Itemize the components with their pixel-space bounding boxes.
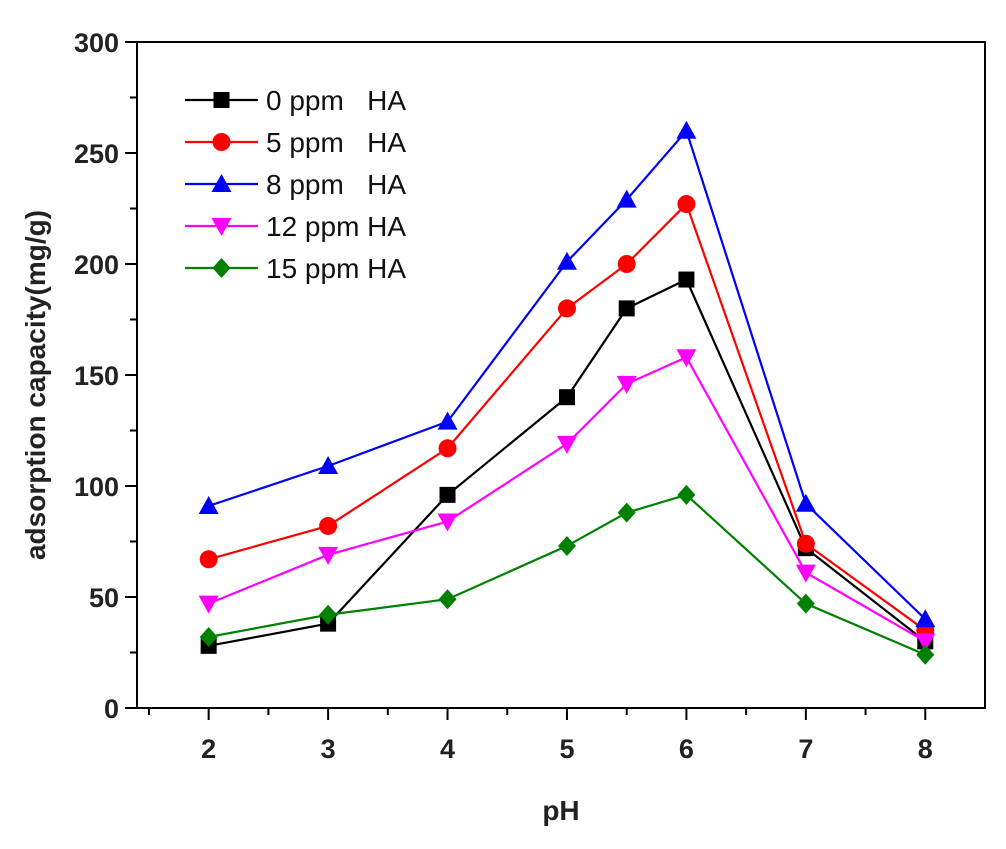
x-tick-label: 5	[559, 734, 574, 764]
data-point	[618, 300, 635, 317]
series-4	[199, 484, 935, 665]
legend: 0 ppm HA 5 ppm HA 8 ppm HA 12 ppm HA 15 ppm …	[185, 85, 406, 284]
legend-label: 5 ppm HA	[266, 127, 406, 158]
data-point	[617, 255, 636, 273]
legend-marker	[212, 133, 231, 151]
legend-item: 15 ppm HA	[185, 253, 406, 284]
data-point	[198, 495, 219, 514]
data-point	[199, 550, 218, 569]
data-point	[318, 456, 339, 475]
legend-label: 0 ppm HA	[266, 85, 406, 116]
data-point	[677, 195, 696, 214]
y-tick-label: 150	[74, 361, 119, 391]
y-tick-label: 250	[74, 139, 119, 169]
data-point	[795, 564, 816, 583]
data-point	[795, 493, 816, 512]
axes: 0 50 100 150 200 250 300 2 3 4 5 6 7 8	[74, 28, 986, 764]
series-0	[200, 271, 934, 654]
series-line	[208, 278, 926, 647]
data-point	[438, 439, 457, 458]
data-point	[437, 411, 458, 430]
data-point	[557, 535, 576, 556]
legend-label: 15 ppm HA	[266, 253, 406, 284]
data-point	[916, 644, 935, 665]
data-point	[199, 626, 218, 647]
y-tick-label: 300	[74, 28, 119, 58]
legend-item: 0 ppm HA	[185, 85, 406, 116]
series-line	[208, 128, 927, 620]
data-point	[198, 595, 219, 614]
data-point	[319, 516, 338, 535]
legend-label: 8 ppm HA	[266, 169, 406, 200]
series-line	[208, 493, 926, 656]
data-point	[556, 251, 577, 270]
x-tick-label: 4	[440, 734, 455, 764]
y-axis-title: adsorption capacity(mg/g)	[20, 210, 51, 560]
x-tick-label: 2	[201, 734, 216, 764]
series-line	[208, 355, 926, 643]
data-point	[438, 589, 457, 610]
data-point	[616, 189, 637, 208]
data-point	[617, 502, 636, 523]
legend-marker	[211, 218, 232, 236]
data-point	[915, 609, 936, 628]
series-line	[208, 202, 926, 632]
data-point	[319, 604, 338, 625]
data-point	[676, 349, 697, 368]
data-point	[437, 513, 458, 532]
series-3	[198, 349, 936, 652]
y-tick-label: 50	[89, 583, 119, 613]
series-1	[199, 195, 935, 640]
data-point	[439, 486, 456, 503]
data-point	[796, 534, 815, 553]
x-tick-label: 3	[321, 734, 336, 764]
y-tick-label: 0	[104, 694, 119, 724]
legend-item: 12 ppm HA	[185, 211, 406, 242]
data-point	[677, 484, 696, 505]
legend-label: 12 ppm HA	[266, 211, 406, 242]
legend-marker	[213, 92, 230, 108]
legend-marker	[212, 258, 231, 278]
series-2	[198, 120, 936, 628]
y-tick-label: 200	[74, 250, 119, 280]
data-point	[796, 593, 815, 614]
x-tick-label: 8	[918, 734, 933, 764]
data-point	[556, 435, 577, 454]
data-point	[676, 120, 697, 139]
data-point	[678, 271, 695, 288]
data-point	[616, 375, 637, 394]
x-tick-label: 6	[679, 734, 694, 764]
y-tick-label: 100	[74, 472, 119, 502]
legend-item: 8 ppm HA	[185, 169, 406, 200]
x-tick-label: 7	[798, 734, 813, 764]
data-point	[318, 546, 339, 565]
series-layer	[198, 120, 936, 665]
x-axis-title: pH	[542, 795, 579, 826]
legend-marker	[211, 174, 232, 192]
plot-frame	[136, 41, 986, 709]
data-point	[558, 389, 575, 406]
legend-item: 5 ppm HA	[185, 127, 406, 158]
data-point	[915, 633, 936, 652]
data-point	[557, 299, 576, 318]
